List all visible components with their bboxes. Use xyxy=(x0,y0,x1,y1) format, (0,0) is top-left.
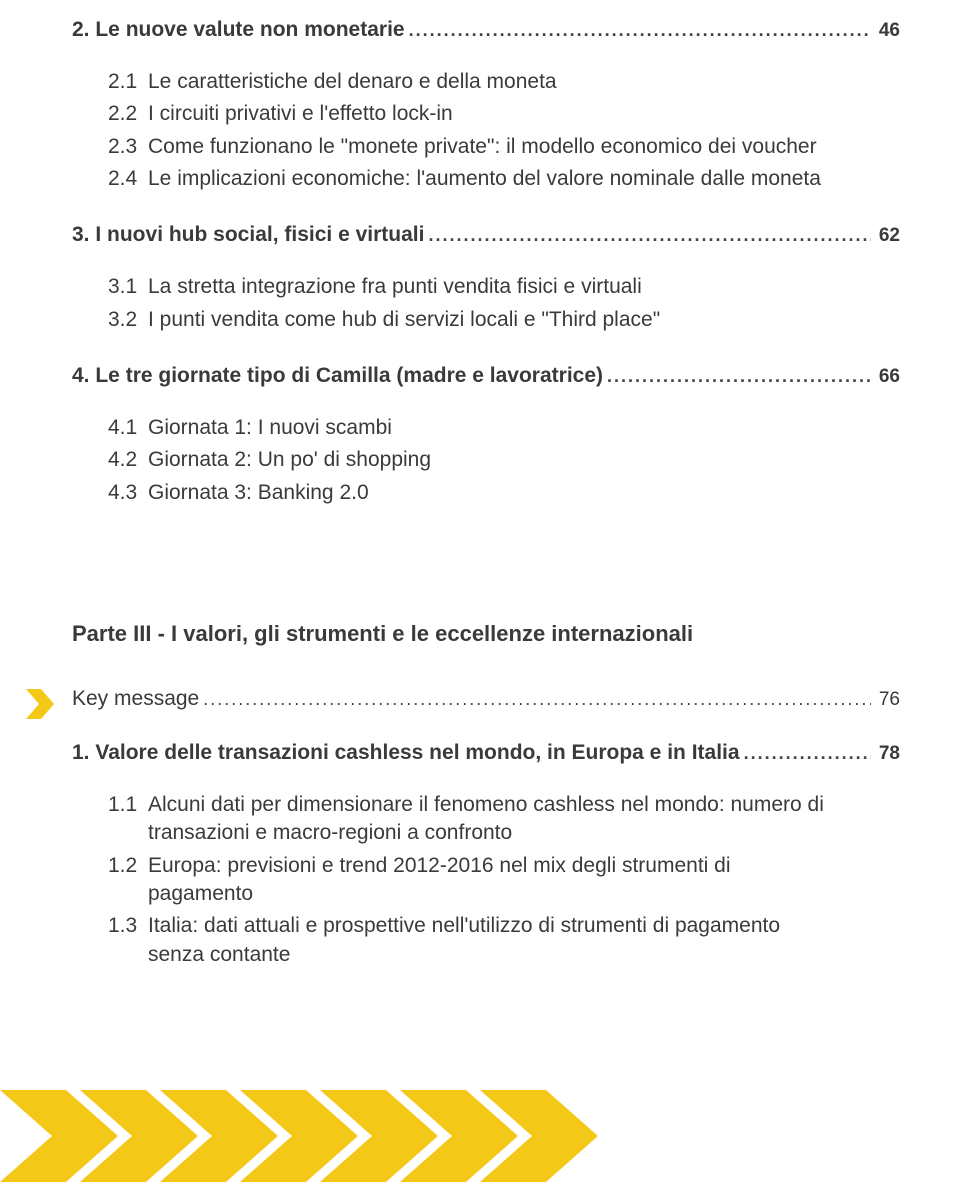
toc-sub-num: 1.2 xyxy=(108,854,148,878)
toc-num: 2. xyxy=(72,18,90,42)
toc-num: 3. xyxy=(72,223,90,247)
toc-sub-num: 3.1 xyxy=(108,275,148,299)
toc-sub-title: Europa: previsioni e trend 2012-2016 nel… xyxy=(148,852,900,909)
toc-entry-4: 4. Le tre giornate tipo di Camilla (madr… xyxy=(72,364,900,388)
toc-num: 4. xyxy=(72,364,90,388)
toc-sub-p3-1-1: 1.1 Alcuni dati per dimensionare il feno… xyxy=(72,791,900,848)
toc-page: 46 xyxy=(871,20,900,42)
toc-sub-title: Giornata 1: I nuovi scambi xyxy=(148,414,900,442)
toc-sub-num: 2.3 xyxy=(108,135,148,159)
leader-dots: ........................................… xyxy=(203,689,871,710)
toc-sub-title: I circuiti privativi e l'effetto lock-in xyxy=(148,100,900,128)
toc-sub-2-4: 2.4 Le implicazioni economiche: l'aument… xyxy=(72,165,900,193)
toc-sub-title: Giornata 3: Banking 2.0 xyxy=(148,479,900,507)
toc-num: 1. xyxy=(72,741,90,765)
leader-dots: ........................................… xyxy=(607,366,871,387)
toc-page: 76 xyxy=(871,689,900,711)
toc-page: 62 xyxy=(871,225,900,247)
toc-sub-num: 1.1 xyxy=(108,793,148,817)
toc-sub-num: 2.1 xyxy=(108,70,148,94)
toc-entry-2: 2. Le nuove valute non monetarie .......… xyxy=(72,18,900,42)
leader-dots: ........................................… xyxy=(409,20,871,41)
toc-sub-2-1: 2.1 Le caratteristiche del denaro e dell… xyxy=(72,68,900,96)
leader-dots: ........................................… xyxy=(744,743,871,764)
toc-title: I nuovi hub social, fisici e virtuali xyxy=(95,223,428,247)
toc-sub-2-2: 2.2 I circuiti privativi e l'effetto loc… xyxy=(72,100,900,128)
toc-sub-num: 4.3 xyxy=(108,481,148,505)
toc-sub-4-2: 4.2 Giornata 2: Un po' di shopping xyxy=(72,446,900,474)
toc-sub-3-1: 3.1 La stretta integrazione fra punti ve… xyxy=(72,273,900,301)
toc-sub-num: 2.2 xyxy=(108,102,148,126)
toc-sub-num: 3.2 xyxy=(108,308,148,332)
toc-sub-4-1: 4.1 Giornata 1: I nuovi scambi xyxy=(72,414,900,442)
toc-sub-title: Come funzionano le "monete private": il … xyxy=(148,133,900,161)
toc-entry-keymessage: Key message ............................… xyxy=(72,687,900,711)
toc-sub-title: Le caratteristiche del denaro e della mo… xyxy=(148,68,900,96)
toc-sub-num: 4.1 xyxy=(108,416,148,440)
toc-sub-p3-1-3: 1.3 Italia: dati attuali e prospettive n… xyxy=(72,912,900,969)
toc-page: 66 xyxy=(871,366,900,388)
footer-chevrons-icon xyxy=(0,1090,960,1182)
toc-sub-title: Le implicazioni economiche: l'aumento de… xyxy=(148,165,900,193)
chevron-icon xyxy=(24,687,58,721)
toc-sub-title: Italia: dati attuali e prospettive nell'… xyxy=(148,912,900,969)
toc-title: Le tre giornate tipo di Camilla (madre e… xyxy=(95,364,607,388)
toc-sub-title: La stretta integrazione fra punti vendit… xyxy=(148,273,900,301)
toc-entry-3: 3. I nuovi hub social, fisici e virtuali… xyxy=(72,223,900,247)
toc-sub-title: Giornata 2: Un po' di shopping xyxy=(148,446,900,474)
toc-page: 78 xyxy=(871,743,900,765)
toc-sub-3-2: 3.2 I punti vendita come hub di servizi … xyxy=(72,306,900,334)
toc-sub-num: 4.2 xyxy=(108,448,148,472)
toc-sub-title: I punti vendita come hub di servizi loca… xyxy=(148,306,900,334)
toc-title: Valore delle transazioni cashless nel mo… xyxy=(95,741,743,765)
toc-sub-title: Alcuni dati per dimensionare il fenomeno… xyxy=(148,791,900,848)
part-heading: Parte III - I valori, gli strumenti e le… xyxy=(72,621,900,647)
toc-sub-4-3: 4.3 Giornata 3: Banking 2.0 xyxy=(72,479,900,507)
toc-title: Le nuove valute non monetarie xyxy=(95,18,408,42)
toc-entry-p3-1: 1. Valore delle transazioni cashless nel… xyxy=(72,741,900,765)
toc-sub-num: 1.3 xyxy=(108,914,148,938)
leader-dots: ........................................… xyxy=(428,225,870,246)
toc-sub-2-3: 2.3 Come funzionano le "monete private":… xyxy=(72,133,900,161)
toc-title: Key message xyxy=(72,687,203,711)
toc-sub-p3-1-2: 1.2 Europa: previsioni e trend 2012-2016… xyxy=(72,852,900,909)
toc-sub-num: 2.4 xyxy=(108,167,148,191)
